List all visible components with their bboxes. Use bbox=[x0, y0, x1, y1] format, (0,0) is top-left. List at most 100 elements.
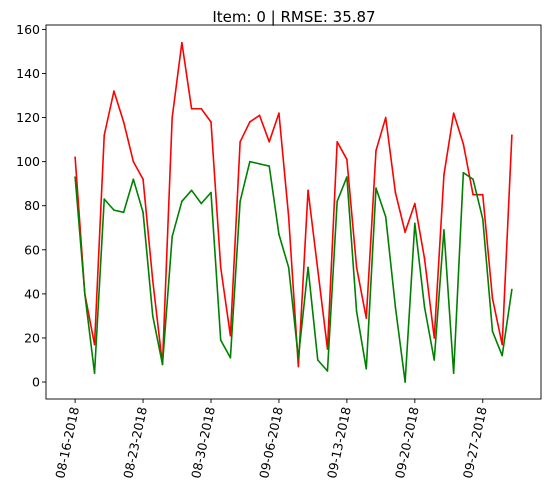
series-2-point bbox=[249, 160, 251, 163]
series-1-point bbox=[268, 141, 271, 143]
series-1-point bbox=[219, 266, 222, 269]
series-1-point bbox=[336, 141, 338, 143]
series-2-point bbox=[404, 381, 406, 383]
series-2-point bbox=[132, 178, 135, 181]
series-1-point bbox=[287, 215, 290, 218]
series-2-point bbox=[103, 198, 106, 200]
series-1-point bbox=[122, 121, 125, 123]
series-layer bbox=[74, 41, 513, 383]
series-1-point bbox=[481, 193, 484, 196]
y-axis: 0 20 40 60 80 100 120 140 160 bbox=[16, 22, 46, 390]
series-1-point bbox=[375, 149, 377, 152]
series-2-point bbox=[394, 306, 397, 308]
x-tick-label: 08-23-2018 bbox=[120, 405, 150, 479]
series-1-point bbox=[103, 134, 106, 136]
series-1-point bbox=[404, 231, 406, 233]
series-2-point bbox=[278, 233, 280, 236]
series-1-point bbox=[491, 297, 494, 300]
x-axis: 08-16-2018 08-23-2018 08-30-2018 09-06-2018… bbox=[52, 399, 490, 480]
series-2-point bbox=[346, 176, 348, 178]
series-2-point bbox=[501, 354, 503, 357]
plot-frame bbox=[45, 24, 542, 400]
series-2-point bbox=[414, 222, 416, 225]
series-1-point bbox=[501, 343, 503, 346]
series-2-point bbox=[443, 229, 445, 231]
series-2-point bbox=[239, 200, 241, 203]
series-2-point bbox=[355, 310, 358, 313]
series-1-point bbox=[210, 121, 212, 123]
series-2-point bbox=[365, 368, 368, 370]
y-tick-label: 20 bbox=[24, 330, 40, 345]
series-1-point bbox=[355, 266, 358, 269]
series-1-point bbox=[151, 279, 154, 282]
chart-title: Item: 0 | RMSE: 35.87 bbox=[212, 8, 375, 26]
series-1-point bbox=[93, 343, 96, 346]
series-2-point bbox=[210, 191, 212, 194]
series-2-point bbox=[122, 211, 125, 214]
series-1-point bbox=[278, 112, 280, 114]
series-2-point bbox=[316, 359, 319, 361]
series-1-point bbox=[452, 112, 455, 114]
series-2-point bbox=[268, 165, 271, 167]
series-2-point bbox=[113, 209, 115, 211]
series-1-point bbox=[433, 337, 436, 339]
y-tick-label: 120 bbox=[16, 110, 40, 125]
series-2-point bbox=[472, 178, 474, 181]
series-1-point bbox=[190, 107, 193, 110]
y-tick-label: 140 bbox=[16, 66, 40, 81]
series-1-point bbox=[326, 348, 329, 350]
series-2-point bbox=[171, 235, 173, 238]
series-2-point bbox=[161, 363, 164, 366]
series-1-point bbox=[316, 268, 319, 271]
series-1-point bbox=[229, 334, 232, 337]
series-2-point bbox=[93, 372, 96, 375]
x-tick-label: 09-20-2018 bbox=[392, 405, 422, 479]
y-tick-label: 0 bbox=[32, 375, 40, 390]
y-tick-label: 40 bbox=[24, 286, 40, 301]
series-2-point bbox=[384, 215, 387, 218]
series-1-point bbox=[297, 365, 300, 368]
series-2-point bbox=[219, 339, 222, 341]
series-2-points bbox=[74, 160, 513, 383]
series-2-point bbox=[433, 359, 436, 361]
x-tick-label: 08-30-2018 bbox=[188, 405, 218, 479]
series-1-point bbox=[249, 121, 251, 123]
series-2-point bbox=[84, 293, 86, 295]
x-tick-label: 09-06-2018 bbox=[256, 405, 286, 479]
series-2-line bbox=[74, 160, 513, 383]
series-2-point bbox=[297, 356, 300, 359]
series-1-point bbox=[307, 189, 309, 192]
series-1-point bbox=[74, 156, 76, 159]
series-2-point bbox=[229, 356, 232, 359]
series-2-point bbox=[511, 288, 513, 291]
series-1-point bbox=[200, 107, 203, 110]
series-2-point bbox=[452, 372, 455, 375]
series-1-point bbox=[394, 191, 397, 194]
series-1-point bbox=[171, 116, 173, 119]
series-2-point bbox=[142, 211, 144, 214]
series-2-point bbox=[326, 370, 329, 372]
series-2-point bbox=[336, 200, 338, 203]
y-tick-label: 60 bbox=[24, 242, 40, 257]
series-1-point bbox=[258, 114, 261, 117]
series-1-point bbox=[239, 141, 241, 143]
series-1-point bbox=[346, 158, 348, 161]
x-tick-label: 09-13-2018 bbox=[324, 405, 354, 479]
series-1-point bbox=[423, 257, 426, 260]
series-1-point bbox=[462, 143, 465, 145]
series-1-point bbox=[365, 317, 368, 319]
series-1-point bbox=[132, 160, 135, 163]
series-2-point bbox=[462, 171, 465, 174]
series-1-point bbox=[384, 116, 387, 119]
series-1-point bbox=[414, 202, 416, 205]
series-2-point bbox=[200, 202, 203, 205]
series-1-point bbox=[181, 41, 183, 44]
series-1-points bbox=[74, 41, 513, 368]
y-tick-label: 100 bbox=[16, 154, 40, 169]
series-2-point bbox=[74, 176, 76, 178]
series-2-point bbox=[423, 306, 426, 308]
series-2-point bbox=[375, 187, 377, 189]
y-tick-label: 80 bbox=[24, 198, 40, 213]
series-2-point bbox=[258, 163, 261, 165]
